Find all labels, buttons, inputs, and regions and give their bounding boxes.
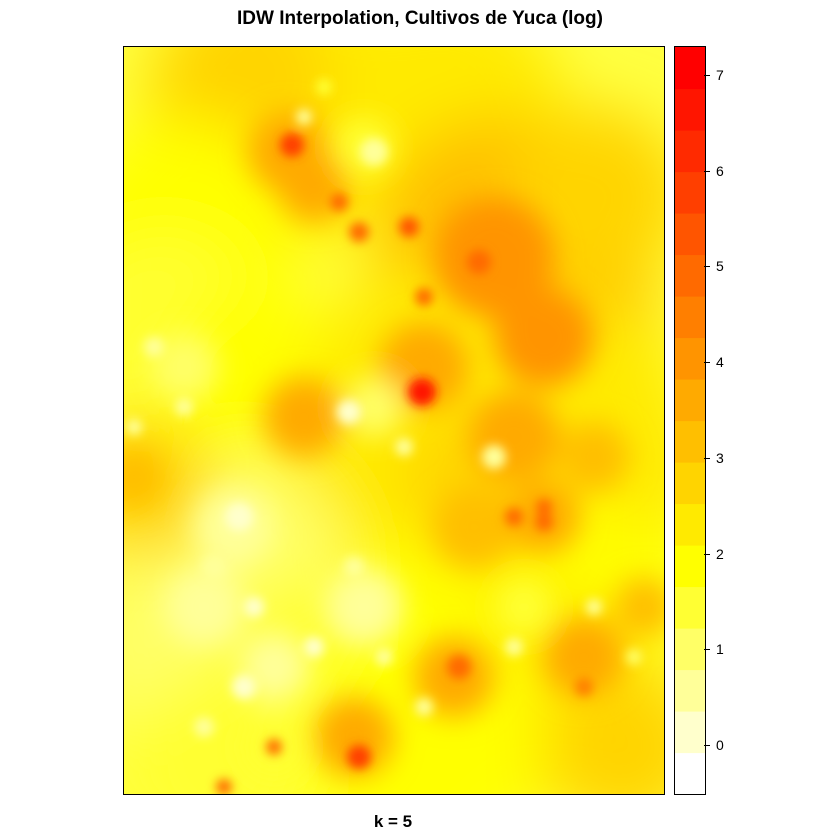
heatmap-blob xyxy=(144,337,164,357)
heatmap-surface xyxy=(124,47,664,794)
heatmap-blob xyxy=(536,499,552,515)
heatmap-blob xyxy=(434,487,514,567)
heatmap-blob xyxy=(324,567,404,647)
heatmap-blob xyxy=(225,503,253,531)
heatmap-blob xyxy=(266,739,282,755)
heatmap-blob xyxy=(164,567,244,647)
colorbar-tick xyxy=(704,745,710,747)
colorbar-tick-label: 7 xyxy=(716,66,724,83)
heatmap-blob xyxy=(344,377,404,437)
colorbar-segment xyxy=(675,628,705,671)
heatmap-plot-area xyxy=(123,46,665,795)
colorbar-segment xyxy=(675,752,705,794)
colorbar-segment xyxy=(675,379,705,422)
colorbar-segment xyxy=(675,669,705,712)
heatmap-blob xyxy=(337,400,361,424)
colorbar xyxy=(674,46,706,795)
heatmap-blob xyxy=(330,193,348,211)
heatmap-blob xyxy=(316,79,332,95)
colorbar-tick-label: 1 xyxy=(716,641,724,658)
heatmap-blob xyxy=(494,287,594,387)
colorbar-tick xyxy=(704,649,710,651)
colorbar-tick-label: 0 xyxy=(716,737,724,754)
colorbar-tick-label: 5 xyxy=(716,258,724,275)
colorbar-segment xyxy=(675,337,705,380)
heatmap-blob xyxy=(296,109,312,125)
heatmap-blob xyxy=(349,222,369,242)
colorbar-tick xyxy=(704,74,710,76)
colorbar-segment xyxy=(675,545,705,588)
colorbar-tick-label: 4 xyxy=(716,354,724,370)
colorbar-tick xyxy=(704,170,710,172)
chart-title: IDW Interpolation, Cultivos de Yuca (log… xyxy=(237,8,603,29)
heatmap-blob xyxy=(124,447,164,507)
heatmap-blob xyxy=(347,745,371,769)
colorbar-segment xyxy=(675,586,705,629)
colorbar-tick-label: 3 xyxy=(716,449,724,466)
heatmap-blob xyxy=(360,138,388,166)
x-axis-label: k = 5 xyxy=(373,812,413,831)
heatmap-blob xyxy=(149,332,219,402)
heatmap-blob xyxy=(379,322,469,412)
colorbar-segment xyxy=(675,254,705,297)
heatmap-blob xyxy=(314,697,394,777)
colorbar-tick-label: 2 xyxy=(716,545,724,562)
heatmap-blob xyxy=(626,649,642,665)
colorbar-gradient xyxy=(675,47,705,794)
heatmap-blob xyxy=(126,419,142,435)
heatmap-blob xyxy=(175,398,193,416)
heatmap-blob xyxy=(505,508,523,526)
heatmap-blob xyxy=(280,133,304,157)
heatmap-blob xyxy=(544,617,624,697)
colorbar-segment xyxy=(675,420,705,463)
heatmap-blob xyxy=(469,392,559,482)
heatmap-blob xyxy=(216,779,232,794)
heatmap-blob xyxy=(395,438,413,456)
heatmap-blob xyxy=(447,655,471,679)
heatmap-blob xyxy=(505,638,523,656)
colorbar-segment xyxy=(675,503,705,546)
heatmap-blob xyxy=(434,197,554,317)
colorbar-tick xyxy=(704,266,710,268)
heatmap-blob xyxy=(544,667,664,794)
colorbar-axis: 0 1 2 3 4 5 6 7 xyxy=(704,46,764,795)
heatmap-blob xyxy=(304,637,324,657)
heatmap-blob xyxy=(494,577,554,637)
heatmap-blob xyxy=(467,250,491,274)
colorbar-segment xyxy=(675,47,705,90)
heatmap-blob xyxy=(535,513,553,531)
colorbar-segment xyxy=(675,296,705,339)
colorbar-segment xyxy=(675,130,705,173)
heatmap-blob xyxy=(415,698,433,716)
heatmap-blob xyxy=(375,648,393,666)
colorbar-segment xyxy=(675,213,705,256)
heatmap-blob xyxy=(239,632,309,702)
colorbar-tick xyxy=(704,553,710,555)
heatmap-blob xyxy=(202,555,226,579)
colorbar-tick xyxy=(704,362,710,363)
colorbar-segment xyxy=(675,171,705,214)
colorbar-segment xyxy=(675,88,705,131)
colorbar-tick xyxy=(704,457,710,459)
heatmap-blob xyxy=(194,717,214,737)
heatmap-blob xyxy=(264,377,344,457)
colorbar-segment xyxy=(675,711,705,754)
heatmap-blob xyxy=(344,557,364,577)
heatmap-blob xyxy=(614,577,664,637)
colorbar-tick-label: 6 xyxy=(716,162,724,179)
heatmap-blob xyxy=(232,675,256,699)
heatmap-blob xyxy=(482,445,506,469)
heatmap-blob xyxy=(586,599,602,615)
heatmap-blob xyxy=(415,288,433,306)
colorbar-segment xyxy=(675,462,705,505)
heatmap-blob xyxy=(575,678,593,696)
heatmap-blob xyxy=(244,597,264,617)
heatmap-blob xyxy=(408,378,436,406)
heatmap-blob xyxy=(399,217,419,237)
heatmap-blob xyxy=(559,422,629,492)
